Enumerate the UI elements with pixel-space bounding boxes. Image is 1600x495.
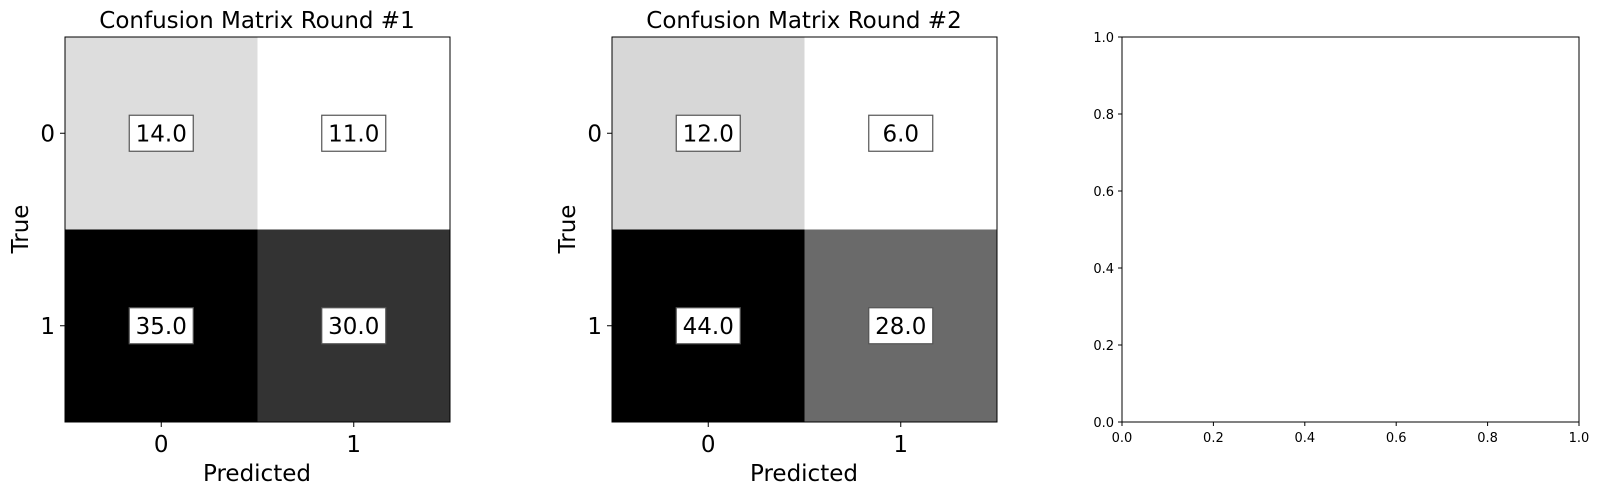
- cell-value-label: 6.0: [882, 121, 919, 147]
- y-tick-label: 1: [587, 314, 602, 340]
- cell-label-box: [128, 307, 194, 345]
- cell-label-box: [675, 307, 741, 345]
- y-tick-label: 1: [40, 314, 55, 340]
- cell-value-label: 44.0: [683, 314, 734, 340]
- y-tick-label: 0.4: [1093, 262, 1114, 277]
- x-axis-label: Predicted: [750, 461, 858, 487]
- empty-axes: 0.0 0.2 0.4 0.6 0.8 1.0 0.0 0.2 0.4 0.6 0.8 1.0: [1093, 31, 1589, 446]
- cell-label-box: [868, 114, 934, 152]
- x-tick-label: 0: [154, 432, 169, 458]
- plot-frame: [1121, 36, 1580, 423]
- x-tick-label: 1: [346, 432, 361, 458]
- cell-label-box: [675, 114, 741, 152]
- y-tick-label: 0.8: [1093, 108, 1114, 123]
- y-tick-label: 0.2: [1093, 339, 1114, 354]
- cell-value-label: 28.0: [875, 314, 926, 340]
- cell-label-box: [321, 114, 387, 152]
- cell-label-box: [321, 307, 387, 345]
- plot-frame: [64, 36, 451, 423]
- y-tick-label: 0: [587, 121, 602, 147]
- cell-value-label: 35.0: [136, 314, 187, 340]
- cell-value-label: 30.0: [328, 314, 379, 340]
- y-tick-label: 0.6: [1093, 185, 1114, 200]
- x-tick-label: 0.2: [1203, 431, 1224, 446]
- y-tick-label: 1.0: [1093, 31, 1114, 46]
- x-axis-label: Predicted: [203, 461, 311, 487]
- y-axis-label: True: [555, 205, 581, 255]
- plot-frame: [611, 36, 998, 423]
- chart-title: Confusion Matrix Round #1: [99, 8, 414, 34]
- x-tick-label: 1.0: [1569, 431, 1590, 446]
- cell-value-label: 12.0: [683, 121, 734, 147]
- x-tick-label: 0: [701, 432, 716, 458]
- x-tick-label: 0.6: [1386, 431, 1407, 446]
- x-tick-label: 1: [893, 432, 908, 458]
- cell-label-box: [868, 307, 934, 345]
- x-tick-label: 0.0: [1112, 431, 1133, 446]
- y-tick-label: 0: [40, 121, 55, 147]
- cell-value-label: 11.0: [328, 121, 379, 147]
- x-tick-label: 0.8: [1477, 431, 1498, 446]
- chart-title: Confusion Matrix Round #2: [646, 8, 961, 34]
- cell-label-box: [128, 114, 194, 152]
- confusion-matrix-round-2: Confusion Matrix Round #2 12.0 6.0 44.0 28.…: [555, 8, 998, 487]
- y-tick-label: 0.0: [1093, 416, 1114, 431]
- confusion-matrix-round-1: Confusion Matrix Round #1 14.0 11.0 35.0 30…: [8, 8, 451, 487]
- y-axis-label: True: [8, 205, 34, 255]
- cell-value-label: 14.0: [136, 121, 187, 147]
- x-tick-label: 0.4: [1294, 431, 1315, 446]
